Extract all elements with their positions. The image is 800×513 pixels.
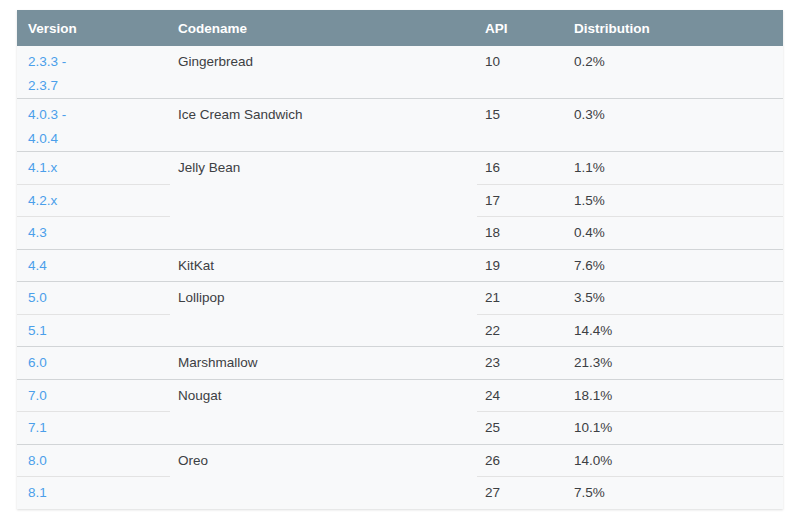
codename-cell: Oreo <box>170 444 477 509</box>
api-cell: 18 <box>477 217 566 250</box>
distribution-cell: 21.3% <box>566 347 783 380</box>
distribution-cell: 18.1% <box>566 379 783 412</box>
table-body: 2.3.3 - 2.3.7Gingerbread100.2%4.0.3 - 4.… <box>17 46 783 509</box>
distribution-cell: 0.4% <box>566 217 783 250</box>
version-link[interactable]: 4.4 <box>28 258 47 273</box>
version-link[interactable]: 4.1.x <box>28 160 57 175</box>
distribution-cell: 14.4% <box>566 314 783 347</box>
api-cell: 17 <box>477 184 566 217</box>
codename-cell: KitKat <box>170 249 477 282</box>
table-row: 4.4 KitKat197.6% <box>17 249 783 282</box>
version-cell: 4.0.3 - 4.0.4 <box>17 99 170 152</box>
version-cell: 8.0 <box>17 444 170 477</box>
version-link[interactable]: 4.3 <box>28 225 47 240</box>
version-link[interactable]: 4.2.x <box>28 193 57 208</box>
api-cell: 15 <box>477 99 566 152</box>
codename-cell: Nougat <box>170 379 477 444</box>
api-cell: 16 <box>477 152 566 185</box>
version-cell: 5.0 <box>17 282 170 315</box>
version-cell: 5.1 <box>17 314 170 347</box>
distribution-cell: 0.3% <box>566 99 783 152</box>
version-cell: 4.4 <box>17 249 170 282</box>
api-cell: 10 <box>477 46 566 99</box>
api-cell: 22 <box>477 314 566 347</box>
column-header-api: API <box>477 10 566 46</box>
android-version-distribution-table: Version Codename API Distribution 2.3.3 … <box>17 10 783 509</box>
column-header-version: Version <box>17 10 170 46</box>
distribution-cell: 1.5% <box>566 184 783 217</box>
version-link[interactable]: 8.0 <box>28 453 47 468</box>
version-cell: 7.0 <box>17 379 170 412</box>
codename-cell: Jelly Bean <box>170 152 477 250</box>
version-cell: 6.0 <box>17 347 170 380</box>
distribution-cell: 7.5% <box>566 477 783 510</box>
version-link[interactable]: 7.0 <box>28 388 47 403</box>
version-cell: 2.3.3 - 2.3.7 <box>17 46 170 99</box>
table-row: 4.0.3 - 4.0.4 Ice Cream Sandwich150.3% <box>17 99 783 152</box>
api-cell: 23 <box>477 347 566 380</box>
distribution-cell: 10.1% <box>566 412 783 445</box>
api-cell: 21 <box>477 282 566 315</box>
version-link[interactable]: 2.3.3 - 2.3.7 <box>28 54 66 93</box>
api-cell: 19 <box>477 249 566 282</box>
column-header-distribution: Distribution <box>566 10 783 46</box>
version-link[interactable]: 7.1 <box>28 420 47 435</box>
column-header-codename: Codename <box>170 10 477 46</box>
version-link[interactable]: 8.1 <box>28 485 47 500</box>
version-cell: 4.1.x <box>17 152 170 185</box>
distribution-cell: 0.2% <box>566 46 783 99</box>
table-row: 7.0Nougat2418.1% <box>17 379 783 412</box>
codename-cell: Lollipop <box>170 282 477 347</box>
codename-cell: Marshmallow <box>170 347 477 380</box>
version-link[interactable]: 4.0.3 - 4.0.4 <box>28 107 66 146</box>
api-cell: 27 <box>477 477 566 510</box>
version-cell: 8.1 <box>17 477 170 510</box>
version-cell: 4.3 <box>17 217 170 250</box>
header-row: Version Codename API Distribution <box>17 10 783 46</box>
api-cell: 24 <box>477 379 566 412</box>
table-row: 8.0Oreo2614.0% <box>17 444 783 477</box>
table-row: 2.3.3 - 2.3.7 Gingerbread100.2% <box>17 46 783 99</box>
distribution-cell: 1.1% <box>566 152 783 185</box>
distribution-cell: 14.0% <box>566 444 783 477</box>
table-row: 5.0Lollipop213.5% <box>17 282 783 315</box>
distribution-cell: 7.6% <box>566 249 783 282</box>
version-cell: 4.2.x <box>17 184 170 217</box>
version-link[interactable]: 6.0 <box>28 355 47 370</box>
version-cell: 7.1 <box>17 412 170 445</box>
table-header: Version Codename API Distribution <box>17 10 783 46</box>
distribution-cell: 3.5% <box>566 282 783 315</box>
codename-cell: Gingerbread <box>170 46 477 99</box>
codename-cell: Ice Cream Sandwich <box>170 99 477 152</box>
api-cell: 26 <box>477 444 566 477</box>
android-version-distribution-table-container: Version Codename API Distribution 2.3.3 … <box>17 10 783 509</box>
table-row: 6.0 Marshmallow2321.3% <box>17 347 783 380</box>
table-row: 4.1.xJelly Bean161.1% <box>17 152 783 185</box>
api-cell: 25 <box>477 412 566 445</box>
version-link[interactable]: 5.0 <box>28 290 47 305</box>
version-link[interactable]: 5.1 <box>28 323 47 338</box>
